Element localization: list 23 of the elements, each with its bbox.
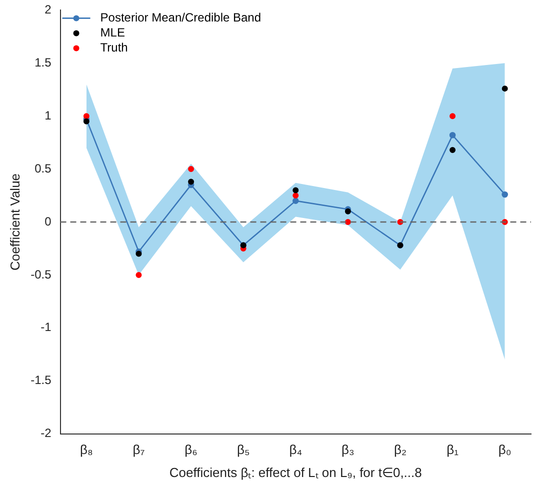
legend-label: Truth [100, 40, 128, 55]
y-tick-label: 2 [44, 2, 52, 17]
y-tick-label: -2 [40, 426, 52, 440]
y-tick-label: -1 [40, 320, 52, 334]
y-tick-label: 1 [44, 108, 52, 122]
x-axis-title: Coefficients βₜ: effect of Lₜ on L₉, for t∈0,...8 [169, 464, 422, 480]
x-tick-label: β₁ [446, 442, 460, 458]
x-tick-label: β₃ [342, 442, 354, 458]
x-tick-label: β₇ [132, 442, 146, 458]
x-tick-label: β₅ [236, 442, 250, 458]
y-tick-label: -0.5 [30, 267, 52, 282]
y-tick-label: 0 [44, 214, 52, 228]
x-tick-label: β₂ [394, 442, 407, 458]
x-tick-label: β₀ [498, 442, 512, 458]
y-tick-label: 1.5 [34, 55, 52, 70]
legend-label: Posterior Mean/Credible Band [100, 10, 262, 25]
legend-label: MLE [100, 26, 125, 40]
y-axis-title: Coefficient Value [7, 173, 22, 271]
x-tick-label: β₈ [80, 442, 93, 458]
x-tick-label: β₄ [289, 442, 302, 458]
y-tick-label: 0.5 [34, 161, 52, 176]
y-tick-label: -1.5 [30, 373, 52, 388]
x-tick-label: β₆ [184, 442, 198, 458]
